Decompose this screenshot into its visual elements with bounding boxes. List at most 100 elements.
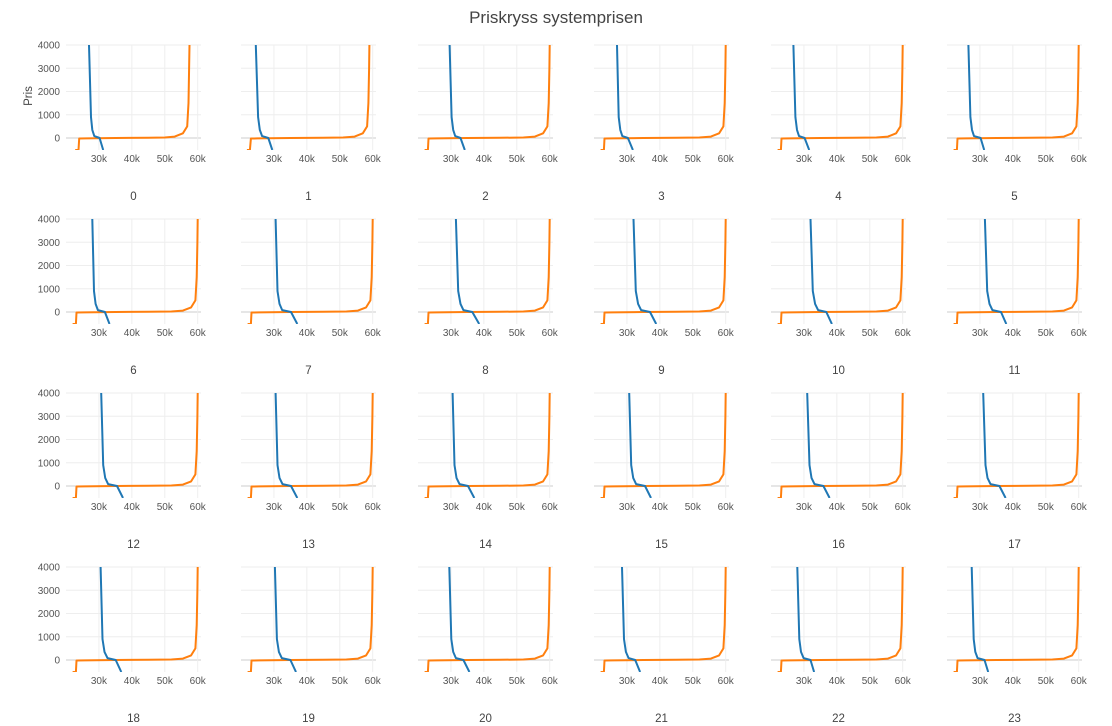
x-tick-label: 60k (542, 676, 559, 687)
x-tick-label: 40k (299, 328, 316, 339)
x-tick-label: 50k (332, 154, 349, 165)
x-tick-label: 40k (124, 502, 141, 513)
demand-curve (809, 219, 833, 324)
y-tick-label: 0 (54, 656, 60, 667)
y-tick-label: 1000 (38, 632, 61, 643)
supply-curve (953, 393, 1080, 498)
y-tick-label: 3000 (38, 586, 61, 597)
x-tick-label: 60k (1071, 154, 1088, 165)
demand-curve (454, 219, 481, 324)
subplot-label: 20 (479, 713, 492, 725)
y-tick-label: 4000 (38, 215, 61, 226)
x-tick-label: 30k (266, 676, 283, 687)
supply-curve (247, 567, 374, 672)
supply-curve (424, 393, 551, 498)
x-tick-label: 30k (619, 154, 636, 165)
subplot-label: 2 (482, 191, 488, 203)
x-tick-label: 60k (190, 502, 207, 513)
x-tick-label: 40k (124, 328, 141, 339)
supply-curve (777, 45, 904, 150)
subplot-panel-23: 30k 40k 50k 60k 23 (947, 566, 1088, 725)
x-tick-label: 50k (862, 154, 879, 165)
x-tick-label: 60k (542, 328, 559, 339)
x-tick-label: 30k (619, 328, 636, 339)
subplot-panel-13: 30k 40k 50k 60k 13 (241, 392, 382, 551)
x-tick-label: 60k (718, 502, 735, 513)
x-tick-label: 60k (718, 154, 735, 165)
x-tick-label: 30k (266, 502, 283, 513)
x-tick-label: 30k (796, 328, 813, 339)
x-tick-label: 60k (895, 154, 912, 165)
x-tick-label: 60k (190, 154, 207, 165)
demand-curve (274, 393, 299, 498)
subplot-panel-5: 30k 40k 50k 60k 5 (947, 44, 1088, 203)
x-tick-label: 50k (332, 502, 349, 513)
subplot-panel-19: 30k 40k 50k 60k 19 (241, 566, 382, 725)
x-tick-label: 50k (1038, 502, 1055, 513)
x-tick-label: 40k (299, 154, 316, 165)
x-tick-label: 50k (862, 502, 879, 513)
x-tick-label: 50k (685, 676, 702, 687)
supply-curve (424, 567, 551, 672)
x-tick-label: 40k (829, 328, 846, 339)
x-tick-label: 60k (895, 502, 912, 513)
y-tick-label: 2000 (38, 435, 61, 446)
subplot-panel-16: 30k 40k 50k 60k 16 (771, 392, 912, 551)
y-tick-label: 0 (54, 308, 60, 319)
x-tick-label: 40k (124, 676, 141, 687)
x-tick-label: 50k (509, 502, 526, 513)
x-tick-label: 40k (1005, 676, 1022, 687)
x-tick-label: 30k (266, 154, 283, 165)
supply-curve (72, 219, 199, 324)
y-tick-label: 2000 (38, 609, 61, 620)
y-tick-label: 1000 (38, 284, 61, 295)
x-tick-label: 60k (365, 154, 382, 165)
x-tick-label: 40k (652, 328, 669, 339)
x-tick-label: 60k (718, 676, 735, 687)
subplot-panel-15: 30k 40k 50k 60k 15 (594, 392, 735, 551)
supply-curve (600, 393, 727, 498)
demand-curve (448, 45, 466, 150)
subplot-panel-21: 30k 40k 50k 60k 21 (594, 566, 735, 725)
x-tick-label: 30k (443, 502, 460, 513)
subplot-panel-18: 0 1000 2000 3000 4000 30k 40k 50k 60k 18 (38, 563, 207, 726)
y-tick-label: 4000 (38, 41, 61, 52)
supply-curve (600, 45, 727, 150)
demand-curve (448, 567, 471, 672)
demand-curve (628, 393, 652, 498)
x-tick-label: 50k (509, 676, 526, 687)
demand-curve (970, 567, 990, 672)
subplot-label: 12 (127, 539, 140, 551)
supply-curve (953, 45, 1080, 150)
x-tick-label: 50k (862, 676, 879, 687)
subplot-panel-12: 0 1000 2000 3000 4000 30k 40k 50k 60k 12 (38, 389, 207, 552)
demand-curve (982, 393, 1007, 498)
demand-curve (632, 219, 658, 324)
x-tick-label: 30k (443, 328, 460, 339)
x-tick-label: 50k (685, 502, 702, 513)
x-tick-label: 60k (895, 328, 912, 339)
demand-curve (99, 567, 123, 672)
subplot-panel-22: 30k 40k 50k 60k 22 (771, 566, 912, 725)
x-tick-label: 40k (652, 154, 669, 165)
demand-curve (91, 219, 111, 324)
x-tick-label: 60k (365, 328, 382, 339)
x-tick-label: 50k (157, 154, 174, 165)
x-tick-label: 60k (365, 676, 382, 687)
x-tick-label: 30k (972, 328, 989, 339)
demand-curve (100, 393, 124, 498)
subplot-label: 19 (302, 713, 315, 725)
x-tick-label: 50k (509, 328, 526, 339)
x-tick-label: 50k (685, 328, 702, 339)
x-tick-label: 50k (1038, 154, 1055, 165)
x-tick-label: 40k (299, 676, 316, 687)
x-tick-label: 50k (332, 676, 349, 687)
x-tick-label: 40k (829, 502, 846, 513)
subplot-label: 9 (658, 365, 664, 377)
y-tick-label: 3000 (38, 412, 61, 423)
subplot-panel-14: 30k 40k 50k 60k 14 (418, 392, 559, 551)
demand-curve (983, 219, 1008, 324)
x-tick-label: 50k (157, 328, 174, 339)
x-tick-label: 40k (1005, 328, 1022, 339)
x-tick-label: 40k (1005, 154, 1022, 165)
